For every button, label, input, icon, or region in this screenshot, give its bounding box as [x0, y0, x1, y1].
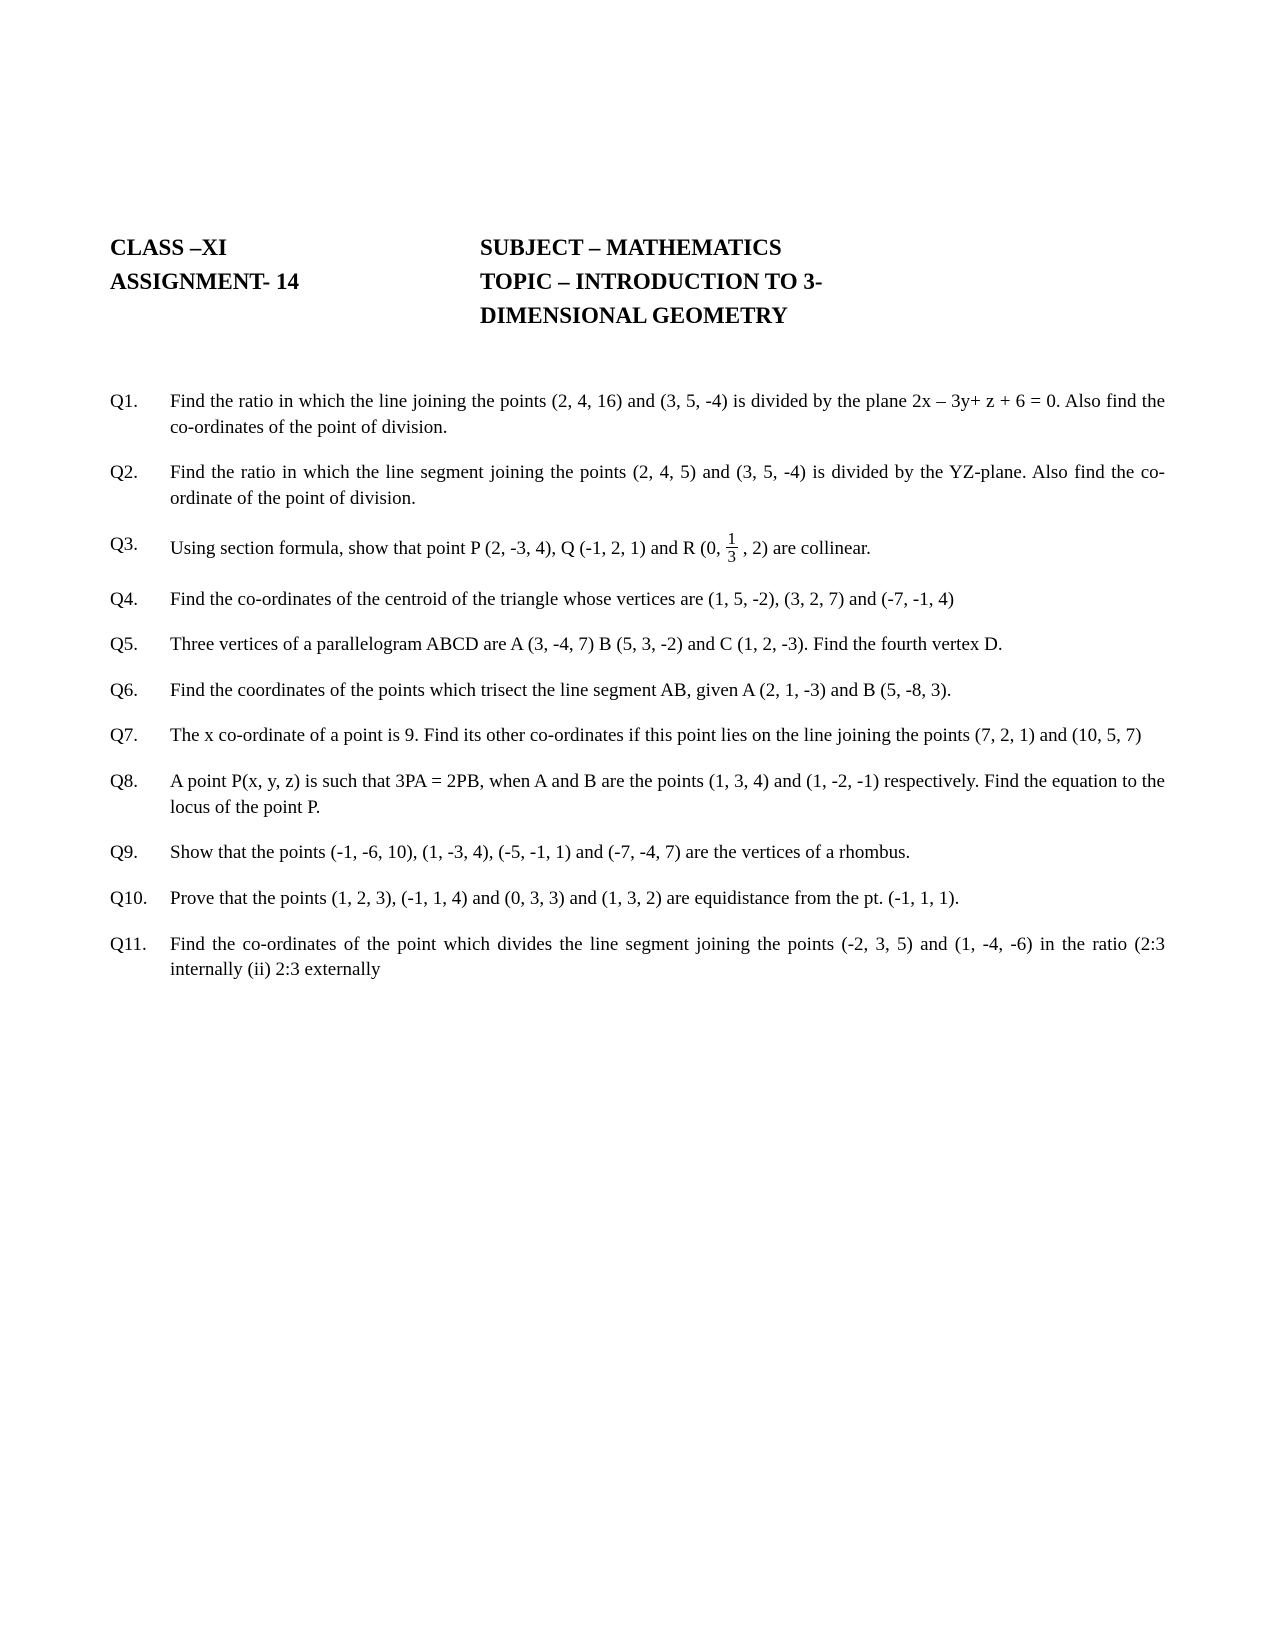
- question-item: Q4.Find the co-ordinates of the centroid…: [110, 587, 1165, 613]
- topic-label-line1: TOPIC – INTRODUCTION TO 3-: [480, 269, 1165, 295]
- question-item: Q3.Using section formula, show that poin…: [110, 532, 1165, 567]
- question-item: Q9.Show that the points (-1, -6, 10), (1…: [110, 840, 1165, 866]
- question-number: Q7.: [110, 723, 170, 749]
- question-number: Q11.: [110, 932, 170, 983]
- topic-label-line2: DIMENSIONAL GEOMETRY: [480, 303, 1165, 329]
- question-text: Find the co-ordinates of the point which…: [170, 932, 1165, 983]
- question-item: Q10.Prove that the points (1, 2, 3), (-1…: [110, 886, 1165, 912]
- question-number: Q1.: [110, 389, 170, 440]
- question-text: Prove that the points (1, 2, 3), (-1, 1,…: [170, 886, 1165, 912]
- question-number: Q3.: [110, 532, 170, 567]
- subject-label: SUBJECT – MATHEMATICS: [480, 235, 1165, 261]
- question-number: Q4.: [110, 587, 170, 613]
- question-number: Q6.: [110, 678, 170, 704]
- question-text: Find the ratio in which the line segment…: [170, 460, 1165, 511]
- assignment-label: ASSIGNMENT- 14: [110, 269, 480, 295]
- question-number: Q10.: [110, 886, 170, 912]
- question-item: Q8.A point P(x, y, z) is such that 3PA =…: [110, 769, 1165, 820]
- question-text: Find the co-ordinates of the centroid of…: [170, 587, 1165, 613]
- question-text: Three vertices of a parallelogram ABCD a…: [170, 632, 1165, 658]
- question-item: Q7.The x co-ordinate of a point is 9. Fi…: [110, 723, 1165, 749]
- question-item: Q1.Find the ratio in which the line join…: [110, 389, 1165, 440]
- question-text: Find the coordinates of the points which…: [170, 678, 1165, 704]
- question-text: Using section formula, show that point P…: [170, 532, 1165, 567]
- class-label: CLASS –XI: [110, 235, 480, 261]
- fraction-denominator: 3: [726, 548, 739, 565]
- question-item: Q5.Three vertices of a parallelogram ABC…: [110, 632, 1165, 658]
- question-number: Q2.: [110, 460, 170, 511]
- question-text: Show that the points (-1, -6, 10), (1, -…: [170, 840, 1165, 866]
- question-text: A point P(x, y, z) is such that 3PA = 2P…: [170, 769, 1165, 820]
- question-number: Q9.: [110, 840, 170, 866]
- question-item: Q6.Find the coordinates of the points wh…: [110, 678, 1165, 704]
- fraction: 13: [726, 530, 739, 565]
- fraction-numerator: 1: [726, 530, 739, 548]
- questions-list: Q1.Find the ratio in which the line join…: [110, 389, 1165, 983]
- question-text: The x co-ordinate of a point is 9. Find …: [170, 723, 1165, 749]
- question-number: Q8.: [110, 769, 170, 820]
- question-item: Q2.Find the ratio in which the line segm…: [110, 460, 1165, 511]
- question-number: Q5.: [110, 632, 170, 658]
- question-text: Find the ratio in which the line joining…: [170, 389, 1165, 440]
- question-item: Q11.Find the co-ordinates of the point w…: [110, 932, 1165, 983]
